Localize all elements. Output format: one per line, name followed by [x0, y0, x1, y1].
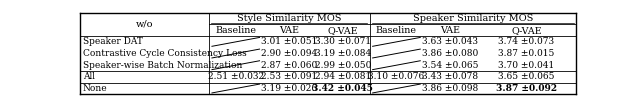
Text: 2.90 ±0.094: 2.90 ±0.094: [261, 49, 317, 58]
Text: 3.63 ±0.043: 3.63 ±0.043: [422, 37, 478, 46]
Text: 2.87 ±0.060: 2.87 ±0.060: [261, 61, 317, 70]
Text: 3.86 ±0.080: 3.86 ±0.080: [422, 49, 478, 58]
Text: 3.19 ±0.084: 3.19 ±0.084: [315, 49, 371, 58]
Text: 3.74 ±0.073: 3.74 ±0.073: [499, 37, 554, 46]
Text: Speaker Similarity MOS: Speaker Similarity MOS: [413, 14, 533, 23]
Text: 3.65 ±0.065: 3.65 ±0.065: [498, 72, 555, 81]
Text: Baseline: Baseline: [376, 26, 417, 35]
Text: 3.30 ±0.071: 3.30 ±0.071: [315, 37, 371, 46]
Text: Contrastive Cycle Consistency Loss: Contrastive Cycle Consistency Loss: [83, 49, 247, 58]
Text: Baseline: Baseline: [215, 26, 256, 35]
Text: 3.54 ±0.065: 3.54 ±0.065: [422, 61, 478, 70]
Text: 3.19 ±0.026: 3.19 ±0.026: [261, 84, 317, 93]
Text: VAE: VAE: [279, 26, 300, 35]
Text: 3.42 ±0.045: 3.42 ±0.045: [312, 84, 373, 93]
Text: 2.99 ±0.050: 2.99 ±0.050: [315, 61, 371, 70]
Text: 2.94 ±0.081: 2.94 ±0.081: [315, 72, 371, 81]
Text: 3.01 ±0.051: 3.01 ±0.051: [261, 37, 317, 46]
Text: 3.87 ±0.015: 3.87 ±0.015: [498, 49, 555, 58]
Text: Speaker DAT: Speaker DAT: [83, 37, 143, 46]
Text: 3.10 ±0.076: 3.10 ±0.076: [369, 72, 424, 81]
Text: 3.43 ±0.078: 3.43 ±0.078: [422, 72, 478, 81]
Text: All: All: [83, 72, 95, 81]
Text: Style Similarity MOS: Style Similarity MOS: [237, 14, 342, 23]
Text: 2.53 ±0.091: 2.53 ±0.091: [261, 72, 317, 81]
Text: VAE: VAE: [440, 26, 460, 35]
Text: None: None: [83, 84, 108, 93]
Text: 3.70 ±0.041: 3.70 ±0.041: [499, 61, 554, 70]
Text: Speaker-wise Batch Normalization: Speaker-wise Batch Normalization: [83, 61, 243, 70]
Text: 2.51 ±0.032: 2.51 ±0.032: [208, 72, 264, 81]
Text: Q-VAE: Q-VAE: [328, 26, 358, 35]
Text: 3.87 ±0.092: 3.87 ±0.092: [496, 84, 557, 93]
Text: 3.86 ±0.098: 3.86 ±0.098: [422, 84, 478, 93]
Text: w/o: w/o: [136, 20, 153, 29]
Text: Q-VAE: Q-VAE: [511, 26, 541, 35]
